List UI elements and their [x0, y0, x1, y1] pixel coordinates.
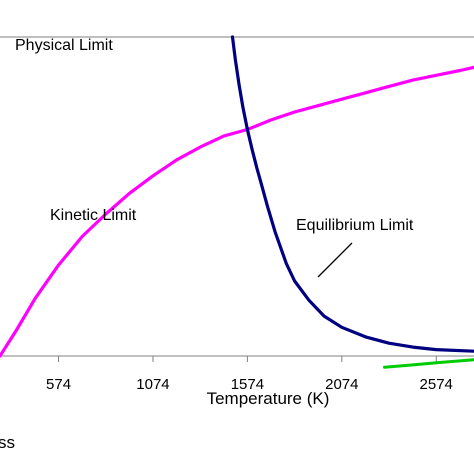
x-tick-label: 2574: [420, 376, 453, 393]
physical-limit-label: Physical Limit: [15, 37, 113, 54]
green-limit-line: [383, 358, 474, 369]
equilibrium-limit-line: [230, 35, 474, 353]
series-group: [0, 35, 474, 369]
axes: 574 1074 1574 2074 2574: [0, 36, 474, 393]
legend-fragment: ss: [0, 433, 15, 452]
x-ticks: 574 1074 1574 2074 2574: [46, 356, 453, 393]
x-axis-label: Temperature (K): [207, 389, 330, 408]
x-tick-label: 574: [46, 376, 71, 393]
equilibrium-limit-label: Equilibrium Limit: [296, 217, 414, 234]
x-tick-label: 1574: [231, 376, 264, 393]
equilibrium-leader-line: [317, 242, 353, 278]
x-tick-label: 1074: [136, 376, 169, 393]
x-tick-label: 2074: [325, 376, 358, 393]
kinetic-limit-line: [0, 65, 474, 358]
kinetic-limit-label: Kinetic Limit: [50, 207, 137, 224]
